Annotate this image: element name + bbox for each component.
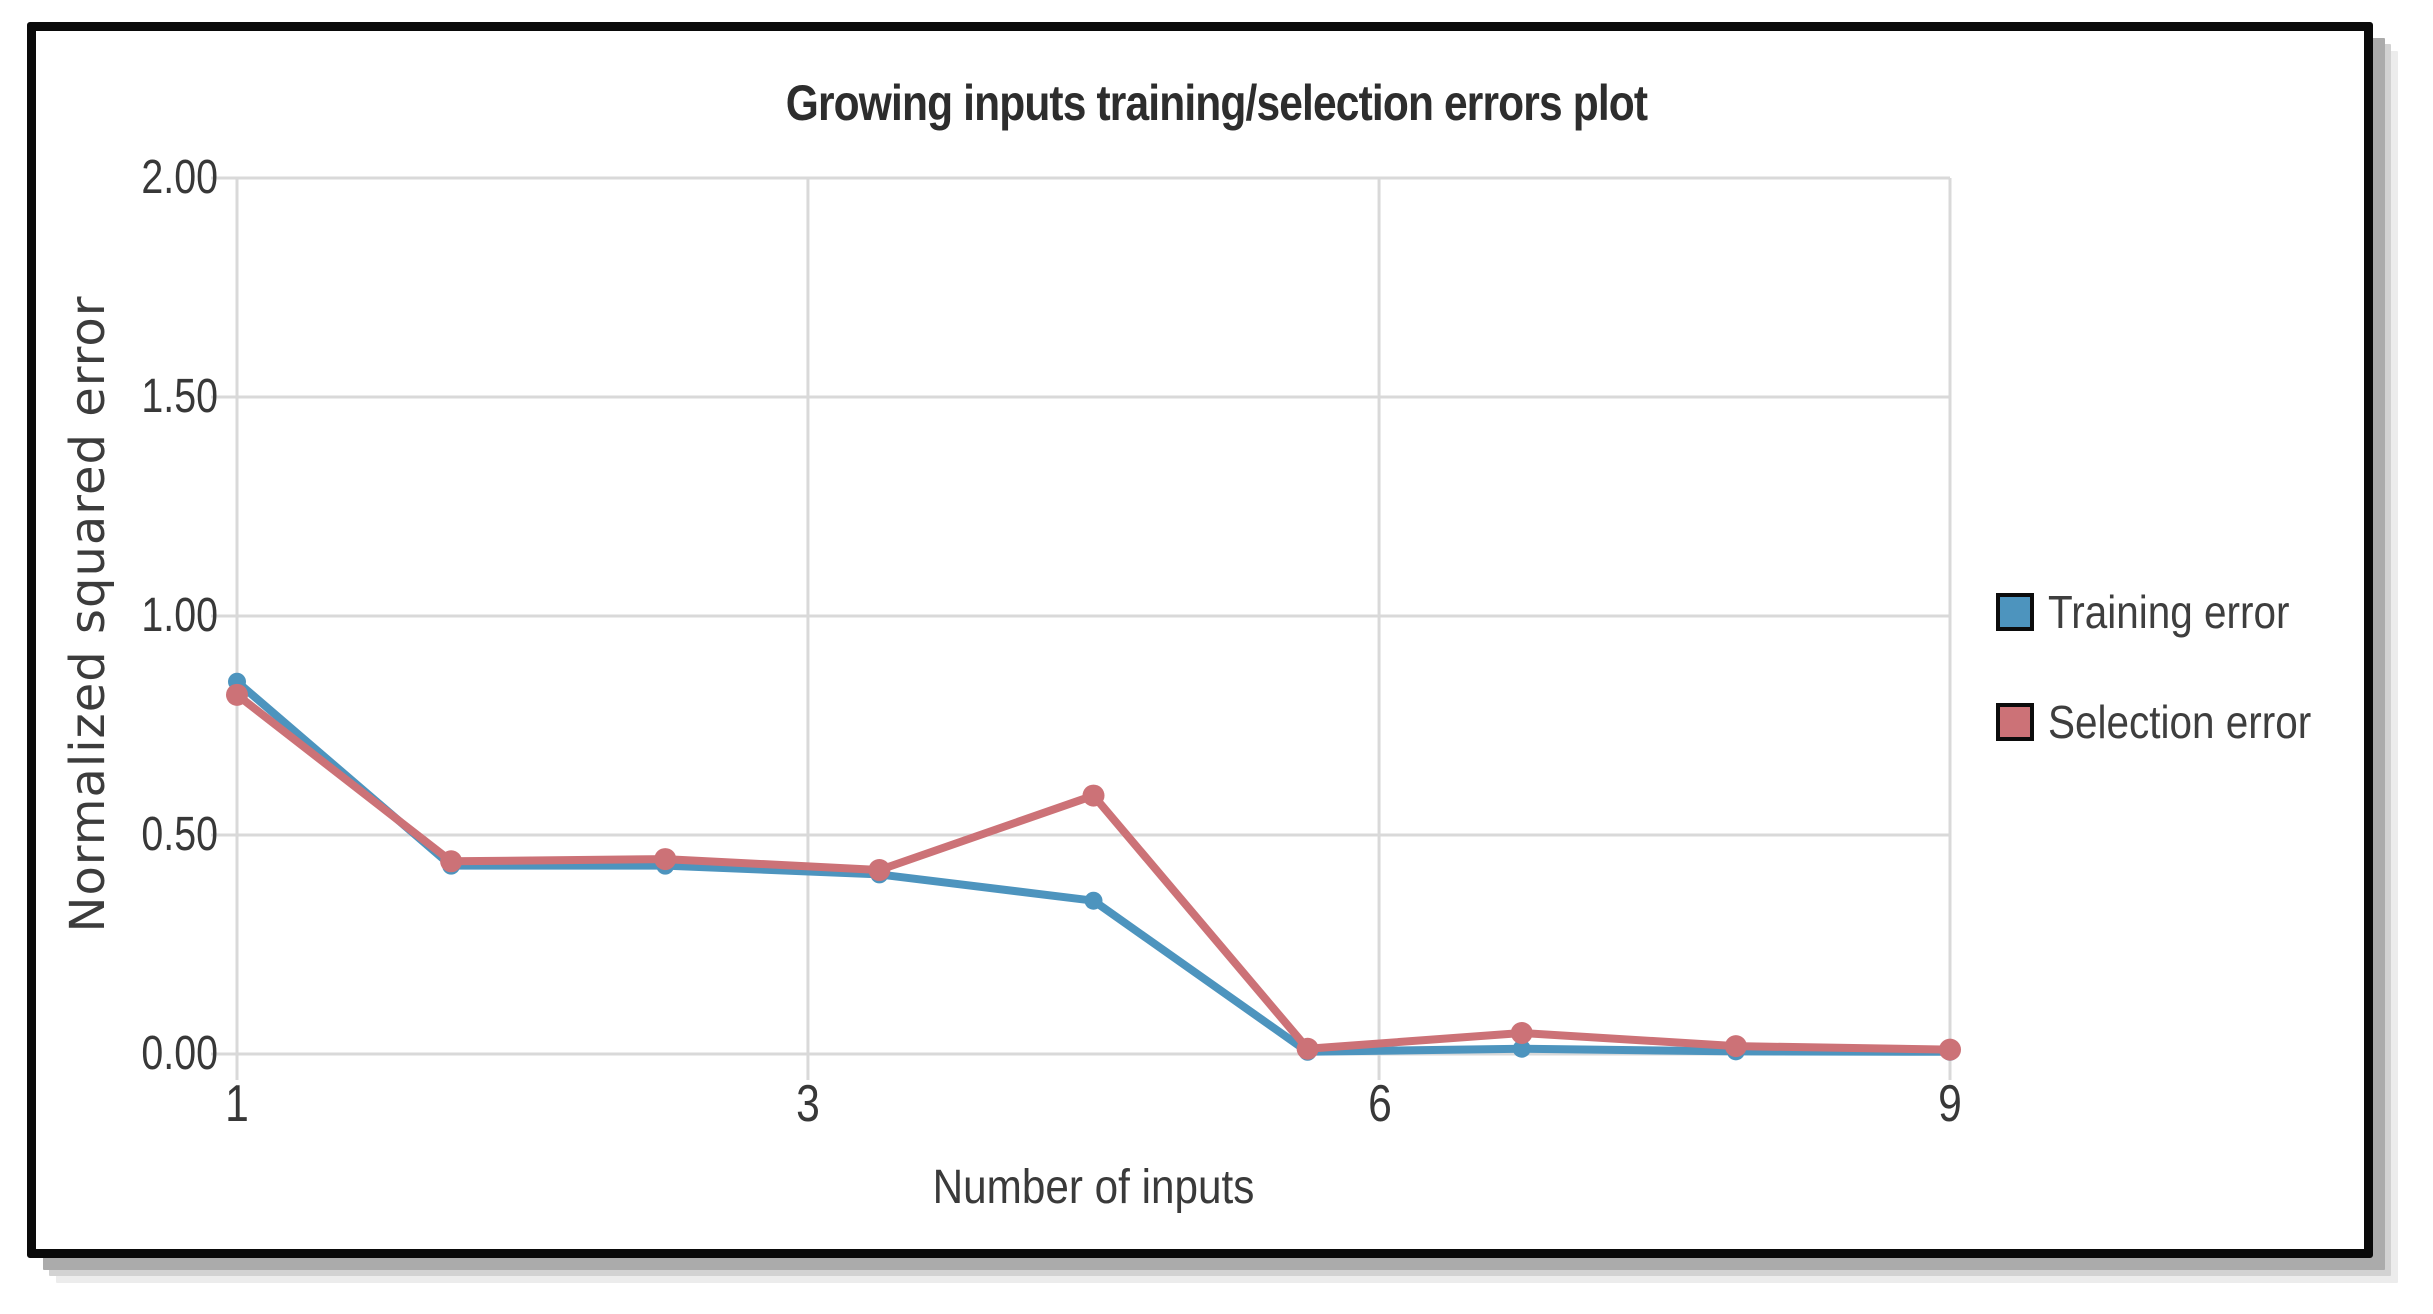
- legend-item-training-error: Training error: [1996, 585, 2347, 639]
- selection-error-swatch-icon: [1996, 703, 2034, 741]
- y-axis-title: Normalized squared error: [60, 295, 116, 933]
- legend-item-selection-error: Selection error: [1996, 695, 2347, 749]
- data-point-selection-error: [1082, 784, 1105, 807]
- x-tick-label: 6: [1368, 1075, 1392, 1133]
- data-point-selection-error: [226, 683, 248, 706]
- data-point-selection-error: [1939, 1038, 1961, 1061]
- data-point-selection-error: [868, 859, 891, 882]
- y-tick-label: 1.50: [141, 370, 218, 423]
- x-tick-label: 9: [1938, 1075, 1962, 1133]
- legend-label: Training error: [2048, 586, 2290, 638]
- y-tick-label: 2.00: [141, 151, 218, 204]
- data-point-selection-error: [654, 848, 677, 871]
- y-tick-label: 0.50: [141, 808, 218, 861]
- data-point-training-error: [1084, 891, 1103, 910]
- chart-legend: Training error Selection error: [1996, 585, 2347, 805]
- series-line-training-error: [233, 677, 1954, 1056]
- y-tick-label: 0.00: [141, 1027, 218, 1080]
- data-point-selection-error: [1510, 1021, 1533, 1044]
- data-point-selection-error: [440, 850, 463, 873]
- legend-label: Selection error: [2048, 696, 2312, 748]
- data-point-selection-error: [1724, 1035, 1747, 1058]
- x-tick-label: 3: [796, 1075, 820, 1133]
- data-point-training-error: [1512, 1039, 1531, 1058]
- training-error-swatch-icon: [1996, 593, 2034, 631]
- data-point-selection-error: [1296, 1037, 1319, 1060]
- x-axis-title: Number of inputs: [932, 1161, 1255, 1214]
- x-tick-label: 1: [225, 1075, 249, 1133]
- chart-window-frame: [27, 22, 2373, 1258]
- chart-title: Growing inputs training/selection errors…: [785, 75, 1648, 131]
- series-line-selection-error: [233, 690, 1954, 1054]
- y-tick-label: 1.00: [141, 589, 218, 642]
